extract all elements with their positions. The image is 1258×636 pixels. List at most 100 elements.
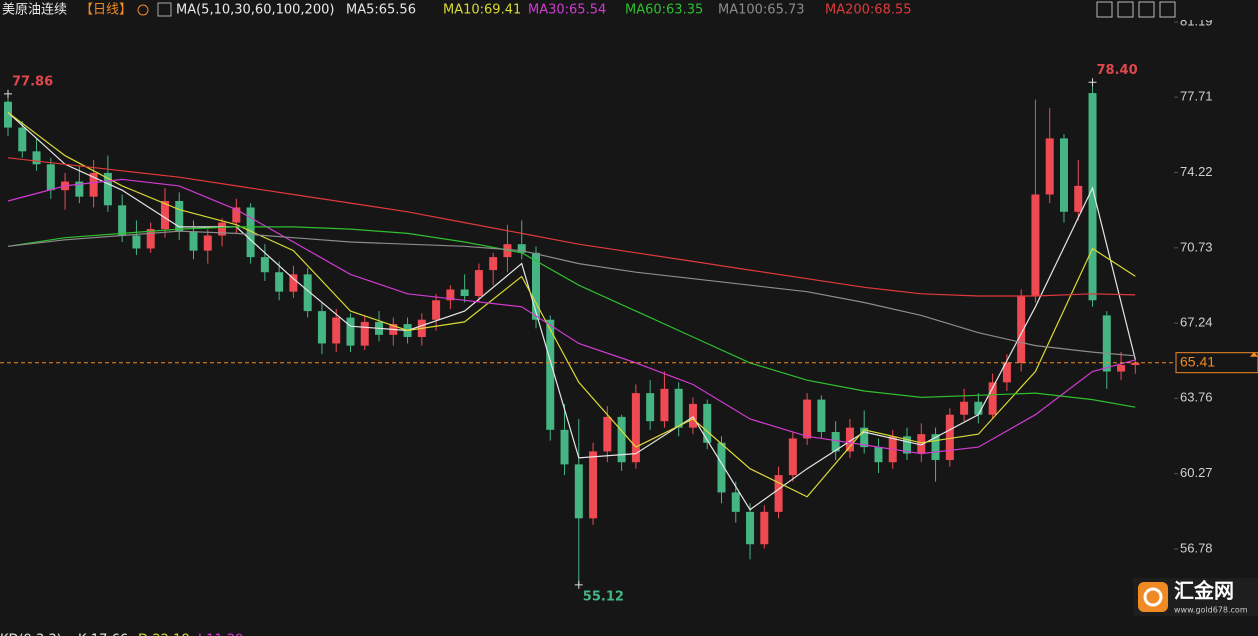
candle: [674, 382, 683, 437]
candle: [132, 220, 141, 255]
candle-body: [1002, 362, 1011, 383]
candle: [275, 261, 284, 301]
candle: [903, 427, 912, 461]
candle-body: [531, 252, 540, 320]
y-tick-label: 77.71: [1180, 89, 1213, 104]
candle: [1117, 352, 1126, 381]
candle-body: [917, 434, 926, 454]
candle-body: [146, 229, 155, 249]
candle: [703, 399, 712, 450]
candle-body: [332, 317, 341, 344]
candle-body: [945, 414, 954, 461]
candle: [1102, 311, 1111, 389]
y-tick-label: 67.24: [1180, 315, 1213, 330]
candle-body: [974, 401, 983, 415]
candle-body: [446, 289, 455, 301]
tool-button[interactable]: [1117, 1, 1134, 18]
candle: [289, 265, 298, 299]
candle: [474, 263, 483, 303]
candle: [631, 384, 640, 469]
candle: [1017, 289, 1026, 372]
candle-body: [589, 451, 598, 519]
candle-body: [160, 200, 169, 230]
candle-body: [1059, 138, 1068, 212]
ma-line: [7, 226, 1136, 408]
candle-body: [4, 101, 12, 128]
legend-entry: MA5:65.56: [346, 3, 416, 18]
candle-body: [546, 319, 555, 430]
candle: [303, 267, 312, 318]
candle-body: [232, 207, 241, 223]
candle: [617, 414, 626, 471]
candle: [974, 393, 983, 424]
indicator-label: J:11.29: [197, 633, 243, 636]
candle-body: [903, 436, 912, 454]
candle: [4, 93, 12, 137]
candle-body: [631, 393, 640, 463]
y-tick-label: 63.76: [1180, 390, 1213, 405]
tool-button[interactable]: [1096, 1, 1113, 18]
header-bar: [0, 0, 1258, 20]
candle: [18, 121, 27, 158]
candle: [874, 438, 883, 474]
candle-body: [603, 416, 612, 452]
candle: [774, 466, 783, 519]
candle: [160, 188, 169, 238]
candle-body: [760, 511, 769, 545]
candle-body: [118, 205, 127, 236]
period-icon[interactable]: [137, 4, 149, 16]
candle-body: [960, 401, 969, 415]
toolbar: [1096, 1, 1176, 18]
candle: [574, 419, 583, 585]
candle: [788, 431, 797, 482]
y-tick-label: 60.27: [1180, 465, 1213, 480]
watermark-logo-mark: [1143, 587, 1163, 607]
candle-body: [18, 127, 27, 152]
ma-icon[interactable]: [157, 2, 172, 17]
y-tick-label: 74.22: [1180, 164, 1213, 179]
candle-body: [860, 427, 869, 448]
period: 【日线】: [80, 3, 132, 18]
candle-body: [103, 172, 112, 206]
ma-line: [7, 230, 1136, 357]
candle-body: [1074, 185, 1083, 212]
candle: [945, 408, 954, 467]
candle-body: [717, 442, 726, 493]
candle-body: [1088, 93, 1097, 301]
candle-body: [1117, 365, 1126, 372]
candle-body: [260, 257, 269, 273]
indicator-label: D:22.18: [138, 633, 190, 636]
extreme-label: 55.12: [583, 589, 624, 604]
last-price-box: [1175, 352, 1258, 374]
tool-button[interactable]: [1138, 1, 1155, 18]
candle-body: [660, 388, 669, 422]
candle: [960, 388, 969, 422]
candle: [731, 481, 740, 523]
candle: [175, 192, 184, 240]
candle-body: [1031, 194, 1040, 296]
candle: [646, 380, 655, 430]
tool-button[interactable]: [1159, 1, 1176, 18]
candle-body: [874, 447, 883, 463]
candle-body: [289, 274, 298, 292]
extreme-label: 78.40: [1097, 63, 1138, 78]
candle: [46, 157, 55, 199]
last-price-label: 65.41: [1180, 353, 1215, 369]
candle-body: [46, 164, 55, 191]
candle: [717, 436, 726, 504]
candle: [332, 308, 341, 353]
candle: [118, 194, 127, 243]
candle: [746, 503, 755, 560]
candle: [146, 222, 155, 253]
candle-body: [275, 272, 284, 292]
candle-body: [218, 222, 227, 236]
candle-body: [560, 429, 569, 465]
plot: 81.1977.7174.2270.7367.2463.7660.2756.78…: [0, 13, 1258, 604]
candle-body: [89, 172, 98, 197]
candle-body: [132, 235, 141, 249]
candle: [317, 302, 326, 355]
legend-entry: MA200:68.55: [825, 3, 912, 18]
chart-title: 美原油连续: [2, 2, 67, 18]
legend-entry: MA10:69.41: [443, 3, 521, 18]
